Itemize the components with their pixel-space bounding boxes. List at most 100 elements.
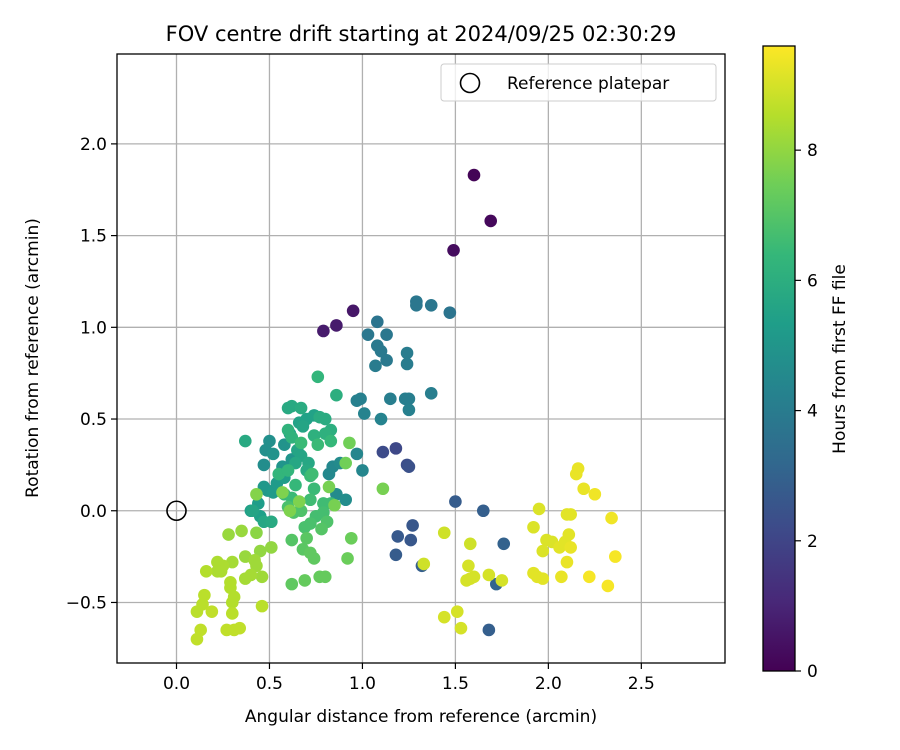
data-point: [384, 392, 397, 406]
data-point: [536, 544, 550, 558]
data-point: [356, 464, 369, 477]
data-point: [296, 420, 310, 433]
data-point: [497, 537, 511, 551]
reference-platepar-marker: [166, 500, 187, 522]
data-point: [225, 607, 239, 620]
colorbar-tick-label: 8: [807, 141, 818, 161]
data-point: [400, 346, 414, 360]
data-point: [562, 528, 576, 541]
data-point: [601, 579, 615, 593]
data-point: [266, 447, 280, 461]
x-axis-label: Angular distance from reference (arcmin): [245, 707, 597, 727]
data-point: [380, 328, 393, 341]
data-point: [324, 434, 338, 448]
data-point: [307, 482, 321, 496]
data-point: [463, 537, 477, 551]
data-point: [265, 515, 278, 529]
colorbar-tick-label: 4: [807, 402, 818, 422]
data-point: [371, 315, 384, 329]
data-point: [447, 243, 460, 257]
data-point: [222, 528, 235, 541]
data-point: [298, 574, 312, 587]
data-point: [376, 445, 390, 459]
data-point: [467, 570, 481, 584]
data-point: [560, 508, 574, 521]
data-point: [532, 502, 546, 516]
data-point: [255, 570, 269, 584]
data-points: [190, 168, 622, 646]
plot-frame: [116, 53, 726, 664]
data-point: [294, 436, 308, 450]
y-tick-label: 0.0: [80, 502, 107, 522]
data-point: [199, 564, 213, 578]
data-point: [190, 605, 204, 618]
data-point: [577, 482, 590, 496]
colorbar-tick-label: 6: [807, 271, 818, 291]
data-point: [315, 522, 328, 536]
data-point: [536, 572, 550, 585]
y-tick-label: 1.0: [80, 318, 107, 338]
data-point: [283, 504, 297, 518]
data-point: [330, 388, 343, 402]
x-tick-label: 0.0: [163, 674, 190, 694]
data-point: [482, 623, 496, 637]
data-point: [400, 357, 414, 371]
y-axis-ticks: −0.5 0.0 0.5 1.0 1.5 2.0: [66, 135, 117, 613]
data-point: [250, 487, 263, 501]
data-point: [318, 570, 332, 584]
data-point: [214, 564, 228, 578]
y-axis-label: Rotation from reference (arcmin): [23, 218, 43, 498]
data-point: [330, 319, 343, 332]
data-point: [250, 526, 263, 540]
data-point: [304, 493, 317, 507]
data-point: [246, 504, 260, 518]
data-point: [238, 434, 252, 448]
data-point: [294, 401, 308, 415]
data-point: [235, 524, 248, 538]
data-point: [437, 526, 451, 540]
data-point: [257, 458, 271, 472]
legend-entry-reference: Reference platepar: [507, 74, 669, 94]
data-point: [402, 460, 416, 474]
data-point: [285, 577, 299, 591]
data-point: [380, 354, 393, 367]
data-point: [450, 605, 464, 618]
data-point: [582, 570, 596, 584]
data-point: [298, 520, 312, 534]
data-point: [190, 632, 204, 646]
legend-box: [440, 63, 717, 102]
data-point: [437, 610, 451, 624]
y-tick-label: −0.5: [66, 593, 107, 613]
data-point: [482, 568, 496, 582]
data-point: [255, 599, 269, 613]
x-axis-ticks: 0.0 0.5 1.0 1.5 2.0 2.5: [163, 663, 655, 694]
data-point: [389, 442, 403, 455]
data-point: [361, 328, 375, 341]
x-tick-label: 0.5: [256, 674, 283, 694]
data-point: [317, 324, 330, 338]
y-tick-label: 1.5: [80, 227, 107, 247]
data-point: [341, 552, 354, 565]
y-tick-label: 0.5: [80, 410, 107, 430]
data-point: [376, 482, 390, 496]
data-point: [406, 519, 419, 532]
data-point: [227, 590, 241, 604]
data-point: [205, 605, 219, 618]
data-point: [410, 299, 423, 312]
data-point: [289, 478, 302, 492]
colorbar: 0 2 4 6 8 Hours from first FF file: [762, 45, 850, 682]
x-tick-label: 1.5: [442, 674, 469, 694]
data-point: [238, 572, 252, 585]
data-point: [495, 574, 509, 587]
data-point: [402, 403, 416, 417]
data-point: [374, 412, 388, 426]
data-point: [265, 541, 278, 554]
chart-title: FOV centre drift starting at 2024/09/25 …: [166, 22, 677, 46]
data-point: [344, 531, 358, 545]
data-point: [564, 541, 577, 554]
data-point: [300, 531, 313, 545]
data-point: [588, 487, 602, 501]
data-point: [346, 304, 360, 318]
data-point: [560, 555, 574, 569]
